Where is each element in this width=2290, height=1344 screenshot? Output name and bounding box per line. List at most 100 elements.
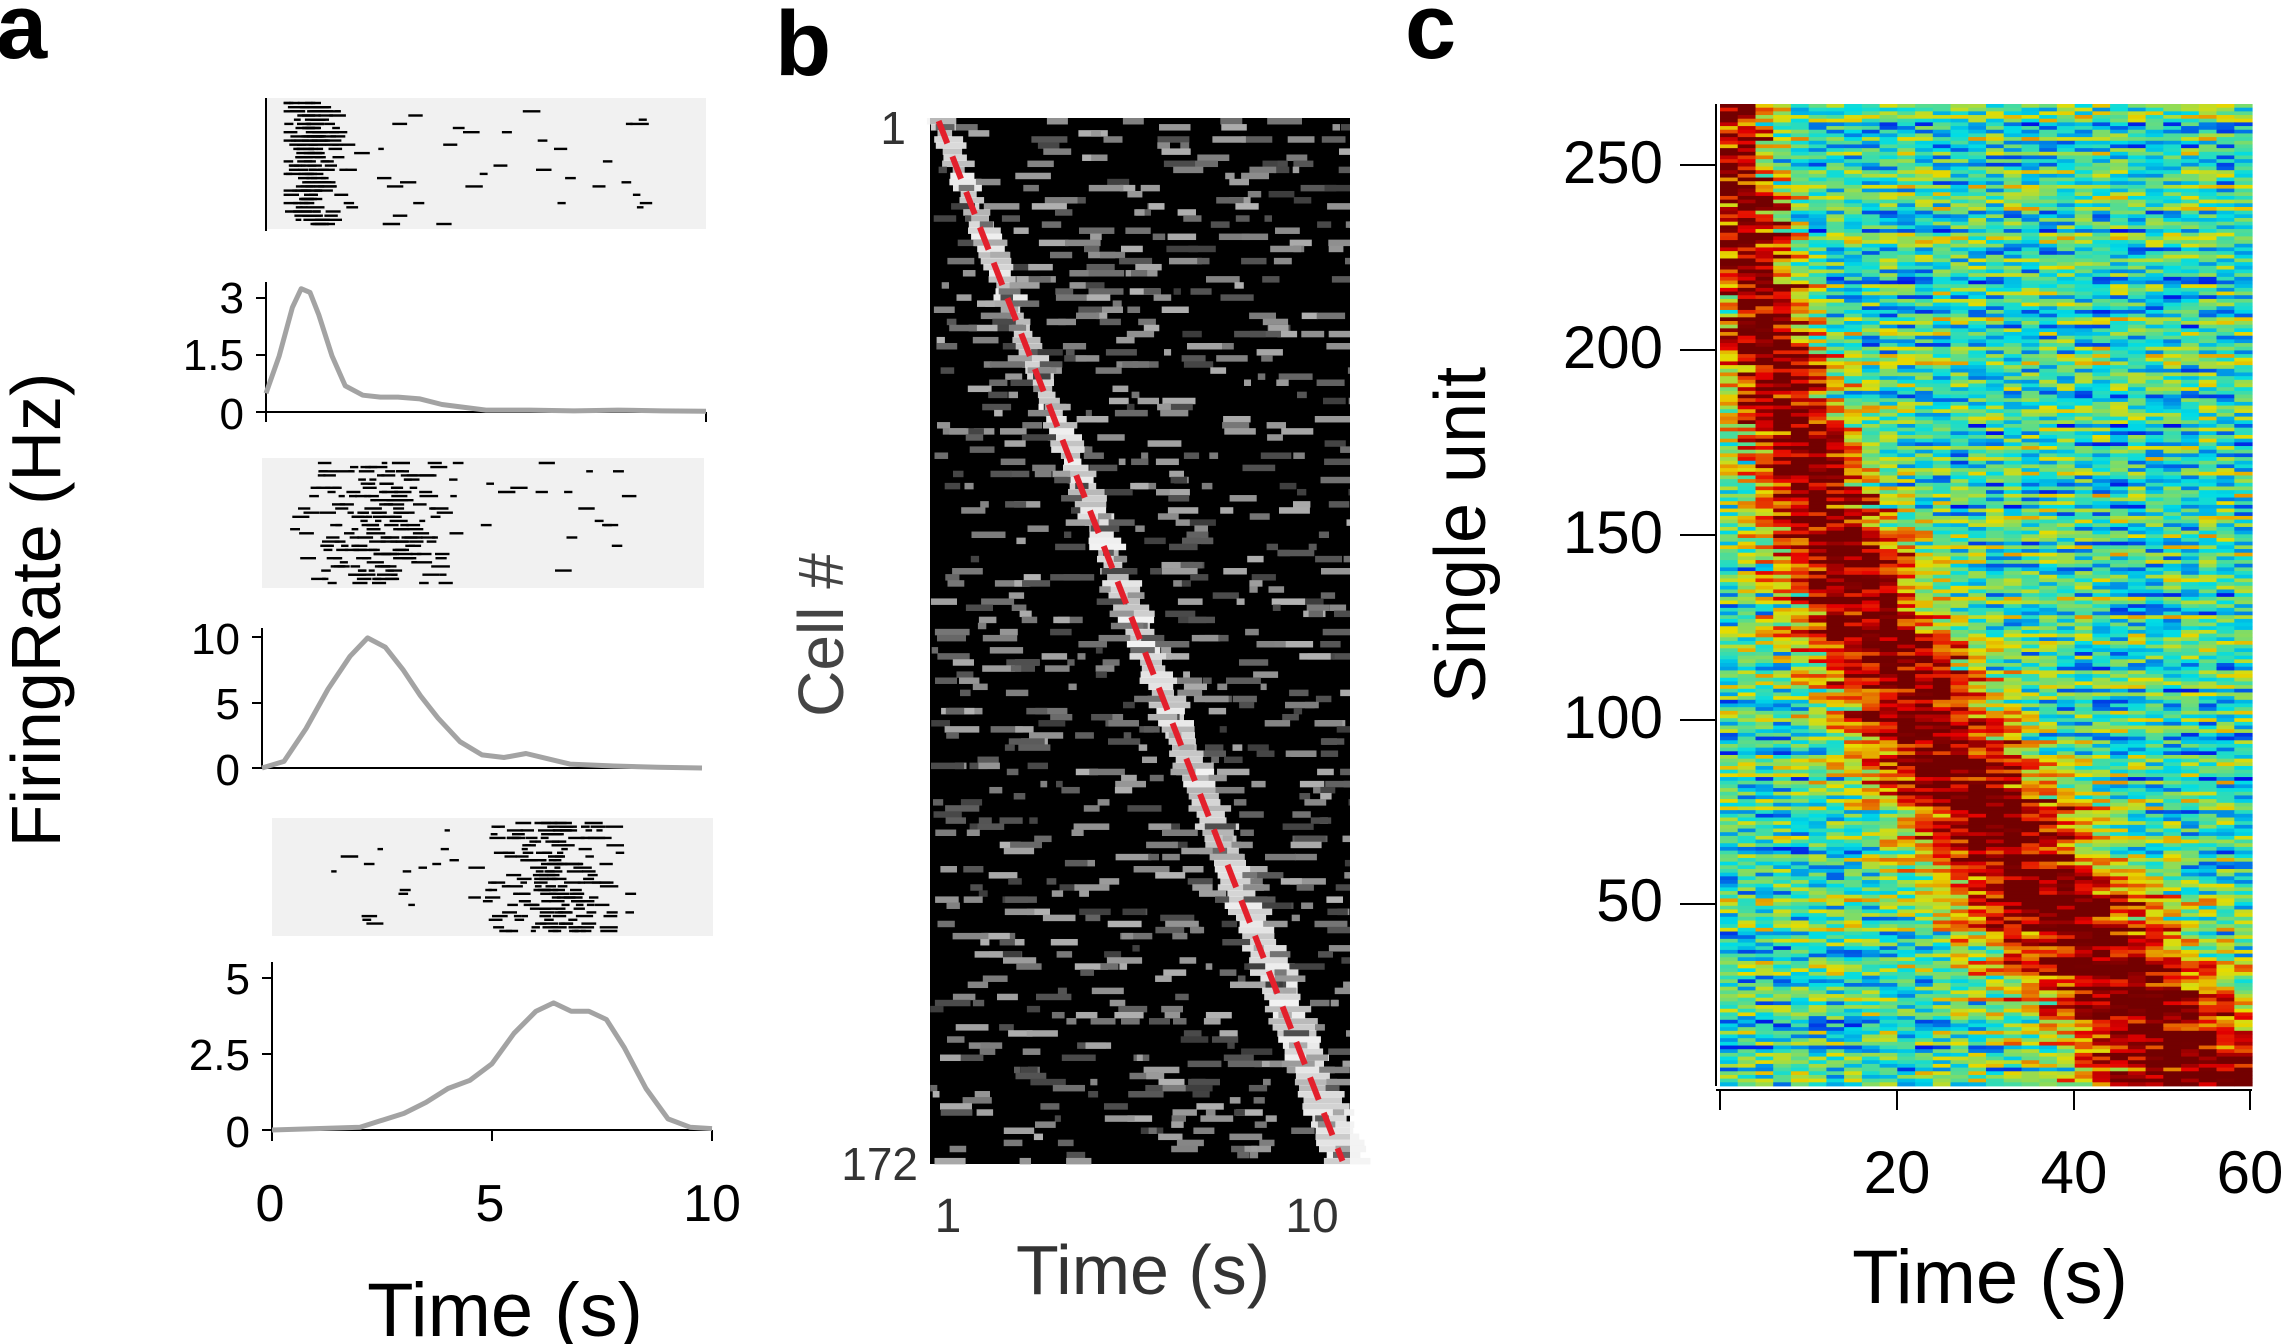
unit-cell xyxy=(1773,398,1792,403)
unit-cell xyxy=(1790,442,1810,447)
unit-cell xyxy=(2039,291,2058,296)
unit-cell xyxy=(1897,486,1916,491)
unit-cell xyxy=(2092,218,2111,223)
cell-activity xyxy=(1169,543,1198,551)
unit-cell xyxy=(1790,247,1810,252)
unit-cell xyxy=(1844,479,1863,484)
unit-cell xyxy=(2039,206,2058,212)
unit-cell xyxy=(2127,188,2147,193)
unit-cell xyxy=(2234,155,2253,160)
unit-cell xyxy=(1879,251,1898,256)
unit-cell xyxy=(1932,206,1952,212)
unit-cell xyxy=(1968,343,1987,348)
unit-cell xyxy=(1950,335,1969,340)
unit-cell xyxy=(2163,339,2182,344)
unit-cell xyxy=(2163,409,2182,414)
unit-cell xyxy=(2163,137,2182,142)
unit-cell xyxy=(1915,346,1934,351)
unit-cell xyxy=(2039,449,2058,454)
unit-cell xyxy=(1968,232,1987,237)
unit-cell xyxy=(1897,317,1916,322)
unit-cell xyxy=(1720,199,1739,204)
cell-activity xyxy=(952,659,974,666)
unit-cell xyxy=(1790,284,1810,289)
cell-activity xyxy=(1122,908,1146,916)
unit-cell xyxy=(1861,471,1881,476)
unit-cell xyxy=(2003,372,2022,377)
cell-peak xyxy=(1217,872,1253,879)
unit-cell xyxy=(2127,317,2147,322)
cell-activity xyxy=(1148,823,1172,830)
rate-3-ytick-label-2: 5 xyxy=(226,955,250,1004)
unit-cell xyxy=(2056,449,2076,454)
unit-cell xyxy=(1737,159,1756,164)
unit-cell xyxy=(1773,357,1792,362)
unit-cell xyxy=(1826,423,1845,429)
unit-cell xyxy=(1879,376,1898,381)
unit-cell xyxy=(2092,170,2111,175)
unit-cell xyxy=(1879,379,1898,384)
unit-cell xyxy=(1720,265,1739,270)
unit-cell xyxy=(1808,475,1827,480)
unit-cell xyxy=(2163,265,2182,270)
unit-cell xyxy=(1755,126,1774,131)
unit-cell xyxy=(1755,379,1774,384)
unit-cell xyxy=(2021,354,2040,359)
unit-cell xyxy=(1755,387,1774,392)
unit-cell xyxy=(1932,361,1952,366)
unit-cell xyxy=(1844,365,1863,370)
unit-cell xyxy=(2074,276,2093,281)
cell-activity xyxy=(996,951,1021,958)
unit-cell xyxy=(1826,162,1845,167)
unit-cell xyxy=(1986,251,2005,256)
unit-cell xyxy=(2234,412,2253,418)
cell-activity xyxy=(1015,172,1051,180)
unit-cell xyxy=(1932,243,1952,248)
unit-cell xyxy=(2056,490,2076,495)
cell-activity xyxy=(968,428,984,435)
unit-cell xyxy=(2234,442,2253,447)
unit-cell xyxy=(1879,243,1898,248)
unit-cell xyxy=(1755,225,1774,230)
unit-cell xyxy=(2092,258,2111,263)
unit-cell xyxy=(2181,262,2200,267)
unit-cell xyxy=(2234,453,2253,458)
cell-activity xyxy=(1099,586,1111,593)
cell-activity xyxy=(1274,975,1306,982)
unit-cell xyxy=(2003,302,2022,307)
unit-cell xyxy=(2056,372,2076,377)
unit-cell xyxy=(2216,420,2235,425)
unit-cell xyxy=(1790,229,1810,234)
unit-cell xyxy=(1861,251,1881,256)
unit-cell xyxy=(2092,442,2111,447)
unit-cell xyxy=(2127,398,2147,403)
unit-cell xyxy=(2216,361,2235,366)
cell-activity xyxy=(1121,932,1134,940)
cell-activity xyxy=(1102,306,1123,313)
unit-cell xyxy=(1879,291,1898,296)
cell-activity xyxy=(966,829,980,836)
unit-cell xyxy=(1808,302,1827,307)
unit-cell xyxy=(1861,276,1881,281)
unit-cell xyxy=(2092,247,2111,252)
unit-cell xyxy=(1915,173,1934,178)
cell-activity xyxy=(1253,671,1279,678)
unit-cell xyxy=(1950,111,1969,116)
cell-activity xyxy=(1240,829,1254,836)
unit-cell xyxy=(2198,166,2218,171)
unit-cell xyxy=(2074,269,2093,274)
panel-b-xlabel: Time (s) xyxy=(1016,1231,1270,1309)
cell-activity xyxy=(1241,257,1267,265)
unit-cell xyxy=(2145,280,2164,285)
unit-cell xyxy=(1773,104,1792,109)
unit-cell xyxy=(1755,107,1774,112)
unit-cell xyxy=(1932,479,1952,484)
unit-cell xyxy=(2127,258,2147,263)
unit-cell xyxy=(2181,339,2200,344)
unit-cell xyxy=(1755,265,1774,270)
unit-cell xyxy=(2216,295,2235,300)
unit-cell xyxy=(2021,177,2040,182)
cell-activity xyxy=(1331,276,1350,283)
unit-cell xyxy=(1844,372,1863,377)
cell-activity xyxy=(1055,294,1087,301)
